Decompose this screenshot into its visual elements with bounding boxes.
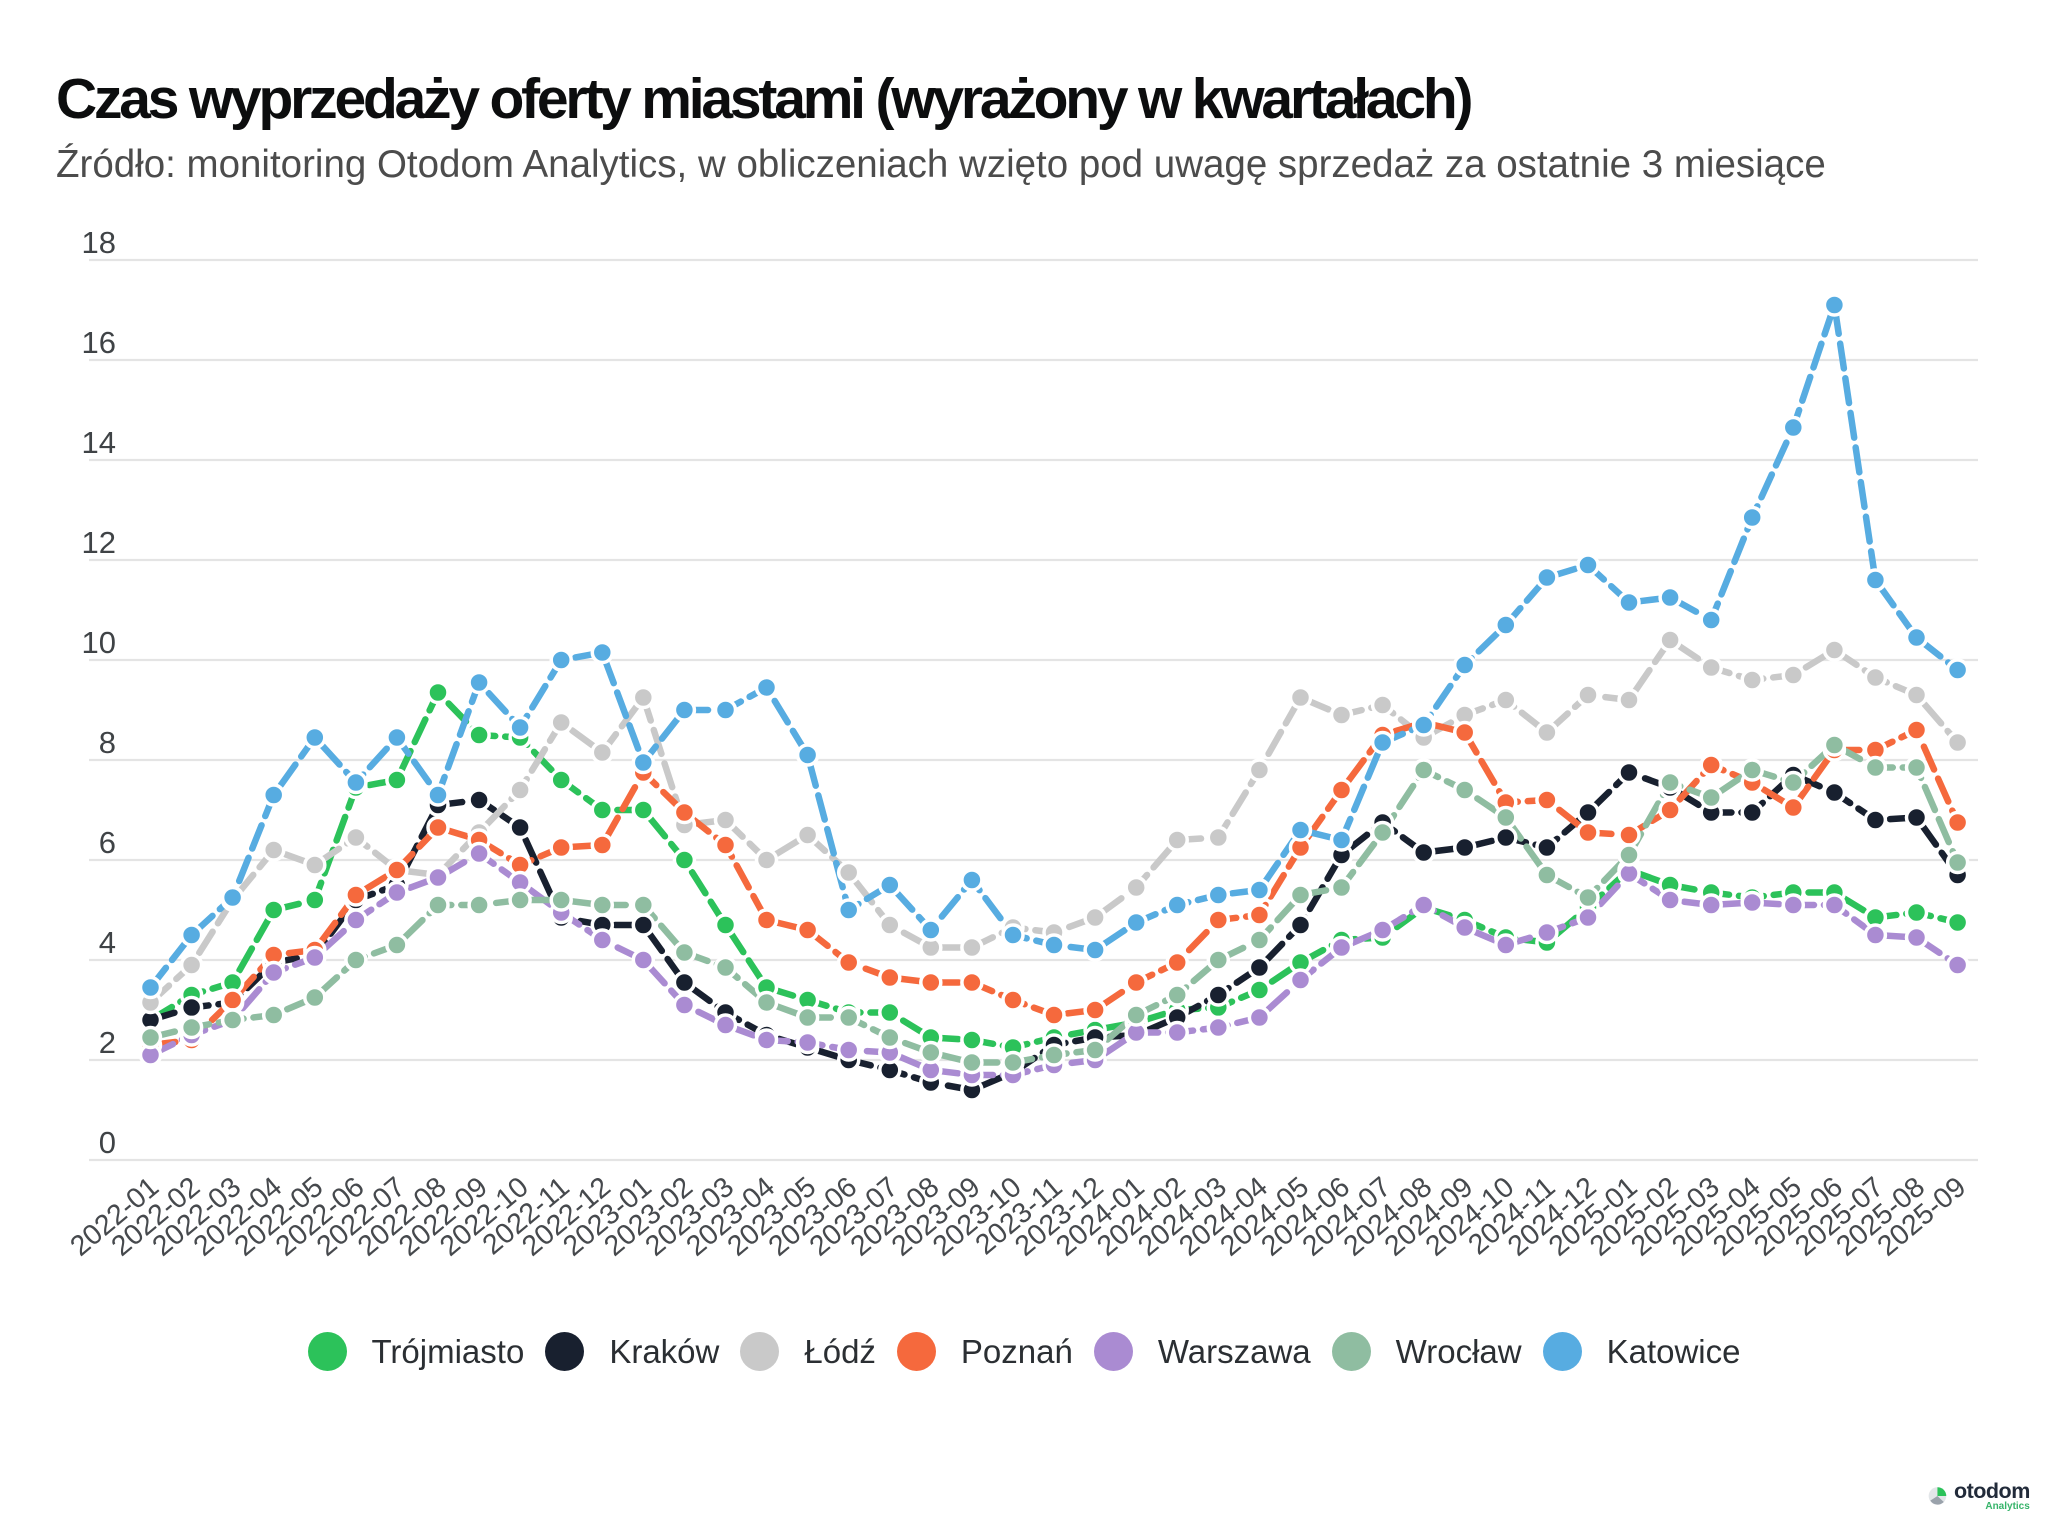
svg-text:10: 10 bbox=[82, 625, 116, 660]
svg-text:14: 14 bbox=[82, 425, 116, 460]
svg-text:16: 16 bbox=[82, 325, 116, 360]
svg-text:18: 18 bbox=[82, 225, 116, 260]
svg-text:12: 12 bbox=[82, 525, 116, 560]
svg-text:2: 2 bbox=[99, 1025, 116, 1060]
svg-text:4: 4 bbox=[99, 925, 116, 960]
svg-text:8: 8 bbox=[99, 725, 116, 760]
svg-text:0: 0 bbox=[99, 1125, 116, 1160]
svg-text:6: 6 bbox=[99, 825, 116, 860]
